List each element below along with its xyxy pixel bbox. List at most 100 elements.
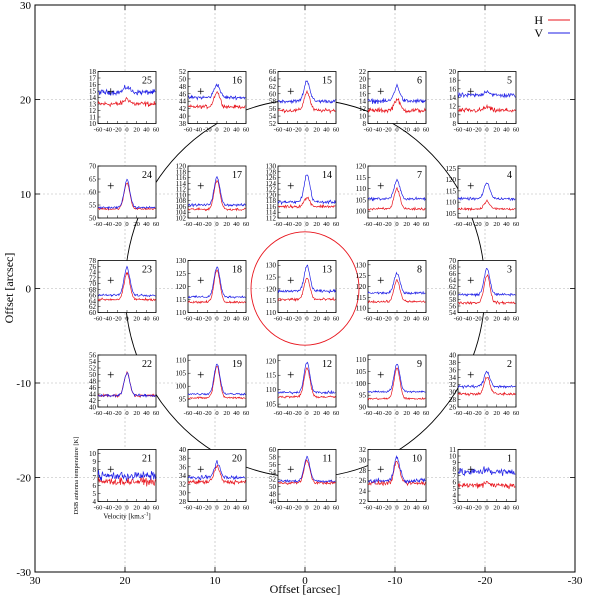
inset-y-tick-label: 120 (266, 191, 277, 199)
inset-y-tick-label: 16 (359, 90, 367, 98)
inset-x-tick-label: -60 (94, 221, 103, 228)
inset-18: 130 125 120 115 110-60 -40 -20 0 20 40 60 18 (176, 257, 250, 323)
y-tick-label: 10 (20, 189, 32, 201)
inset-y-tick-label: 120 (176, 283, 187, 291)
inset-y-tick-label: 116 (266, 203, 277, 211)
y-tick-label: -10 (16, 378, 31, 390)
inset-y-tick-label: 120 (176, 163, 187, 171)
inset-y-tick-label: 66 (89, 292, 97, 300)
inset-x-tick-label: -60 (274, 127, 283, 134)
inset-frame (367, 71, 427, 124)
inset-x-tick-label: -60 (364, 127, 373, 134)
inset-x-tick-label: -60 (364, 316, 373, 323)
inset-x-tick-label: 40 (323, 505, 330, 512)
inset-x-tick-label: 0 (485, 410, 488, 417)
inset-y-tick-label: 60 (89, 309, 97, 317)
inset-y-tick-label: 78 (89, 257, 97, 265)
inset-x-tick-label: 40 (143, 127, 150, 134)
inset-y-tick-label: 130 (176, 257, 187, 265)
inset-x-tick-label: -60 (364, 221, 373, 228)
inset-x-tick-label: -20 (473, 127, 482, 134)
inset-y-tick-label: 56 (449, 303, 457, 311)
inset-y-tick-label: 52 (269, 476, 277, 484)
inset-y-tick-label: 38 (179, 455, 187, 463)
inset-y-tick-label: 58 (449, 296, 457, 304)
inset-y-tick-label: 18 (449, 77, 457, 85)
inset-y-tick-label: 11 (89, 114, 96, 122)
inset-x-tick-label: 60 (423, 221, 430, 228)
spectrum-h (367, 97, 426, 114)
inset-y-tick-label: 110 (356, 356, 367, 364)
inset-y-tick-label: 66 (449, 270, 457, 278)
inset-x-tick-label: 0 (305, 505, 308, 512)
x-tick-label: 20 (120, 575, 132, 587)
inset-y-tick-label: 128 (266, 168, 277, 176)
inset-y-tick-label: 115 (176, 296, 187, 304)
inset-x-tick-label: -60 (454, 410, 463, 417)
inset-x-tick-label: 20 (313, 410, 320, 417)
inset-7: 120 115 110 105 100 -60 -40 -20 0 20 40 60 7 (356, 163, 430, 229)
inset-y-tick-label: 14 (89, 94, 97, 102)
inset-y-tick-label: 5 (93, 490, 97, 498)
inset-x-tick-label: 40 (233, 410, 240, 417)
inset-x-tick-label: -20 (113, 221, 122, 228)
inset-y-tick-label: 125 (266, 274, 277, 282)
inset-10: 32 30 28 26 24 22-60 -40 -20 0 20 40 60 10 (359, 446, 429, 512)
inset-y-tick-label: 15 (89, 88, 97, 96)
inset-y-tick-label: 118 (176, 168, 187, 176)
inset-y-tick-label: 3 (453, 498, 457, 506)
spectrum-h (188, 91, 246, 110)
inset-y-tick-label: 120 (356, 283, 367, 291)
inset-y-tick-label: 34 (449, 374, 457, 382)
inset-x-tick-label: 0 (485, 316, 488, 323)
inset-x-tick-label: 40 (323, 127, 330, 134)
inset-y-tick-label: 22 (359, 498, 367, 506)
inset-x-tick-label: 40 (413, 410, 420, 417)
inset-x-tick-label: 60 (513, 410, 520, 417)
spectrum-v (97, 178, 156, 211)
inset-x-tick-label: -40 (103, 505, 112, 512)
inset-x-tick-label: 20 (313, 221, 320, 228)
inset-y-tick-label: 110 (266, 309, 277, 317)
y-tick-label: 20 (20, 95, 32, 107)
inset-y-tick-label: 4 (453, 492, 457, 500)
inset-frame (367, 260, 427, 313)
x-tick-label: 0 (302, 575, 308, 587)
inset-y-tick-label: 32 (449, 381, 457, 389)
x-axis-label: Offset [arcsec] (270, 582, 341, 596)
inset-x-tick-label: 20 (223, 221, 230, 228)
legend-label-h: H (534, 13, 543, 27)
inset-y-tick-label: 70 (89, 280, 97, 288)
inset-y-tick-label: 90 (359, 404, 367, 412)
inset-y-tick-label: 55 (89, 202, 97, 210)
inset-x-tick-label: 0 (395, 316, 398, 323)
inset-x-tick-label: -60 (454, 505, 463, 512)
spectrum-v (457, 466, 516, 477)
inset-number-label: 9 (417, 359, 422, 370)
inset-number-label: 8 (417, 265, 422, 276)
inset-x-tick-label: -60 (184, 316, 193, 323)
inset-y-tick-label: 62 (89, 303, 97, 311)
inset-x-tick-label: 20 (223, 410, 230, 417)
inset-x-tick-label: -20 (473, 505, 482, 512)
y-tick-label: 30 (20, 0, 32, 12)
inset-number-label: 7 (417, 170, 422, 181)
inset-number-label: 13 (322, 265, 332, 276)
inset-y-tick-label: 110 (356, 305, 367, 313)
spectrum-h (277, 367, 336, 399)
inset-y-axis-label: DSB antenna temperature [K] (73, 437, 80, 515)
inset-x-tick-label: -40 (193, 127, 202, 134)
inset-y-tick-label: 8 (453, 466, 457, 474)
spectrum-v (277, 264, 336, 294)
inset-y-tick-label: 120 (266, 285, 277, 293)
inset-y-tick-label: 64 (89, 297, 97, 305)
inset-x-tick-label: -40 (283, 505, 292, 512)
inset-x-tick-label: -60 (94, 316, 103, 323)
inset-x-tick-label: 0 (215, 410, 218, 417)
inset-x-tick-label: -20 (383, 410, 392, 417)
inset-y-tick-label: 26 (449, 404, 457, 412)
